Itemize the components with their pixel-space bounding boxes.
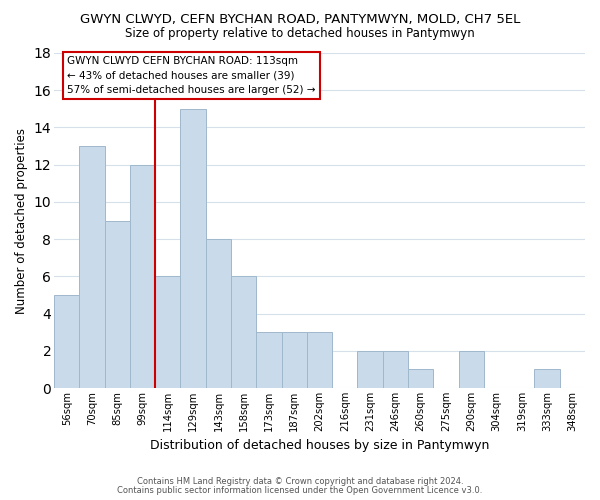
Text: GWYN CLWYD CEFN BYCHAN ROAD: 113sqm
← 43% of detached houses are smaller (39)
57: GWYN CLWYD CEFN BYCHAN ROAD: 113sqm ← 43…: [67, 56, 316, 94]
Bar: [54, 295, 79, 388]
Bar: [155, 276, 181, 388]
X-axis label: Distribution of detached houses by size in Pantymwyn: Distribution of detached houses by size …: [150, 440, 489, 452]
Bar: [358, 351, 383, 388]
Bar: [206, 239, 231, 388]
Bar: [130, 164, 155, 388]
Bar: [79, 146, 104, 388]
Bar: [408, 370, 433, 388]
Text: Contains HM Land Registry data © Crown copyright and database right 2024.: Contains HM Land Registry data © Crown c…: [137, 477, 463, 486]
Bar: [281, 332, 307, 388]
Y-axis label: Number of detached properties: Number of detached properties: [15, 128, 28, 314]
Text: GWYN CLWYD, CEFN BYCHAN ROAD, PANTYMWYN, MOLD, CH7 5EL: GWYN CLWYD, CEFN BYCHAN ROAD, PANTYMWYN,…: [80, 12, 520, 26]
Bar: [256, 332, 281, 388]
Text: Contains public sector information licensed under the Open Government Licence v3: Contains public sector information licen…: [118, 486, 482, 495]
Bar: [383, 351, 408, 388]
Bar: [181, 109, 206, 388]
Bar: [231, 276, 256, 388]
Bar: [104, 220, 130, 388]
Text: Size of property relative to detached houses in Pantymwyn: Size of property relative to detached ho…: [125, 28, 475, 40]
Bar: [307, 332, 332, 388]
Bar: [458, 351, 484, 388]
Bar: [535, 370, 560, 388]
